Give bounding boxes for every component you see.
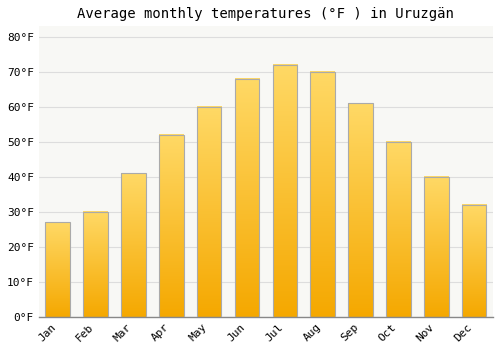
Bar [121, 173, 146, 317]
Bar [159, 135, 184, 317]
Bar [348, 103, 373, 317]
Bar [84, 212, 108, 317]
Bar [46, 222, 70, 317]
Bar [234, 79, 260, 317]
Bar [386, 142, 410, 317]
Bar [197, 107, 222, 317]
Bar [272, 65, 297, 317]
Title: Average monthly temperatures (°F ) in Uruzgän: Average monthly temperatures (°F ) in Ur… [78, 7, 454, 21]
Bar [424, 177, 448, 317]
Bar [462, 205, 486, 317]
Bar [310, 72, 335, 317]
